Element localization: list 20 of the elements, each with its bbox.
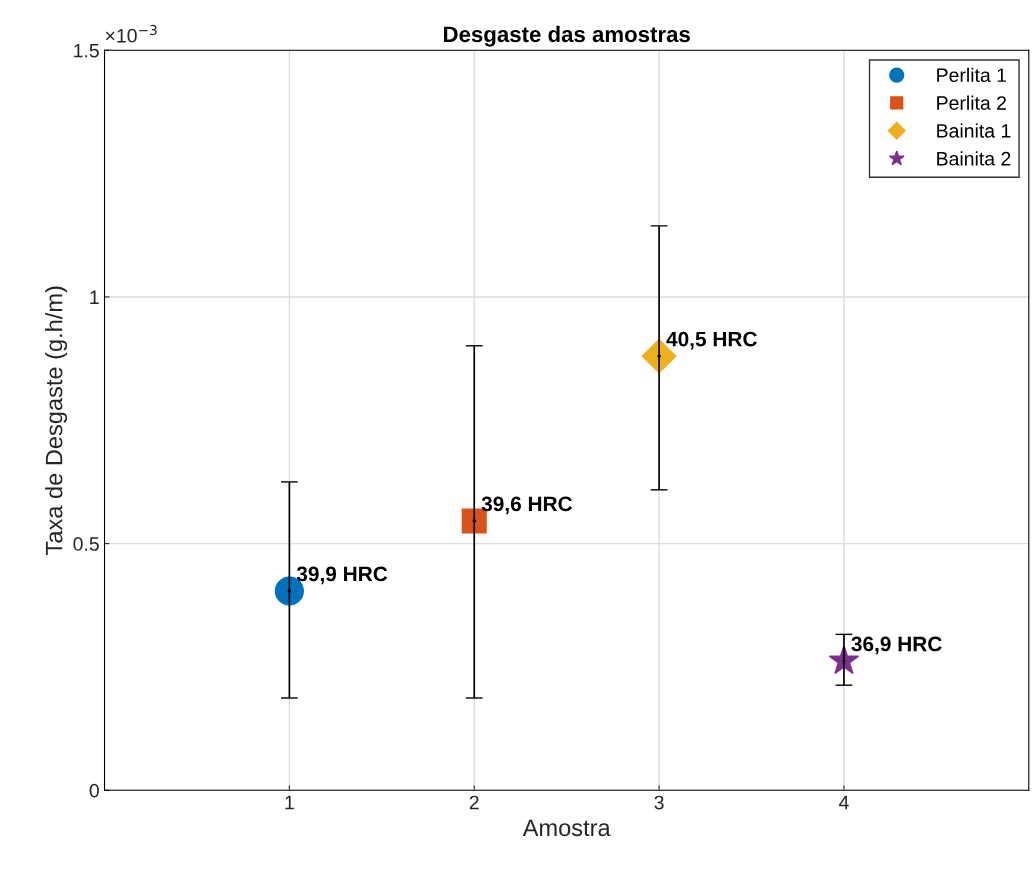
legend-label: Perlita 1 <box>937 67 1007 83</box>
x-tick-label: 1 <box>285 795 294 810</box>
legend-label: Bainita 2 <box>937 151 1011 166</box>
y-tick-label: 1 <box>90 290 99 304</box>
x-tick-label: 3 <box>654 795 664 810</box>
y-tick-label: 0 <box>89 783 99 798</box>
y-tick-label: 1.5 <box>74 43 99 58</box>
y-tick-label: 0.5 <box>73 537 99 551</box>
annotation: 39,9 HRC <box>296 566 388 585</box>
annotation: 39,6 HRC <box>481 496 573 515</box>
legend-label: Bainita 1 <box>937 123 1011 138</box>
annotation: 36,9 HRC <box>851 636 942 655</box>
x-tick-label: 2 <box>469 795 479 810</box>
chart-title: Desgaste das amostras <box>444 25 690 47</box>
x-tick-label: 4 <box>838 795 849 810</box>
annotation: 40,5 HRC <box>666 331 757 350</box>
text: ×10$^{−3}$ <box>105 24 157 43</box>
x-axis-title: Amostra <box>522 819 611 837</box>
y-axis-title: Taxa de Desgaste (g.h/m) <box>45 286 68 555</box>
legend-label: Perlita 2 <box>937 95 1006 110</box>
